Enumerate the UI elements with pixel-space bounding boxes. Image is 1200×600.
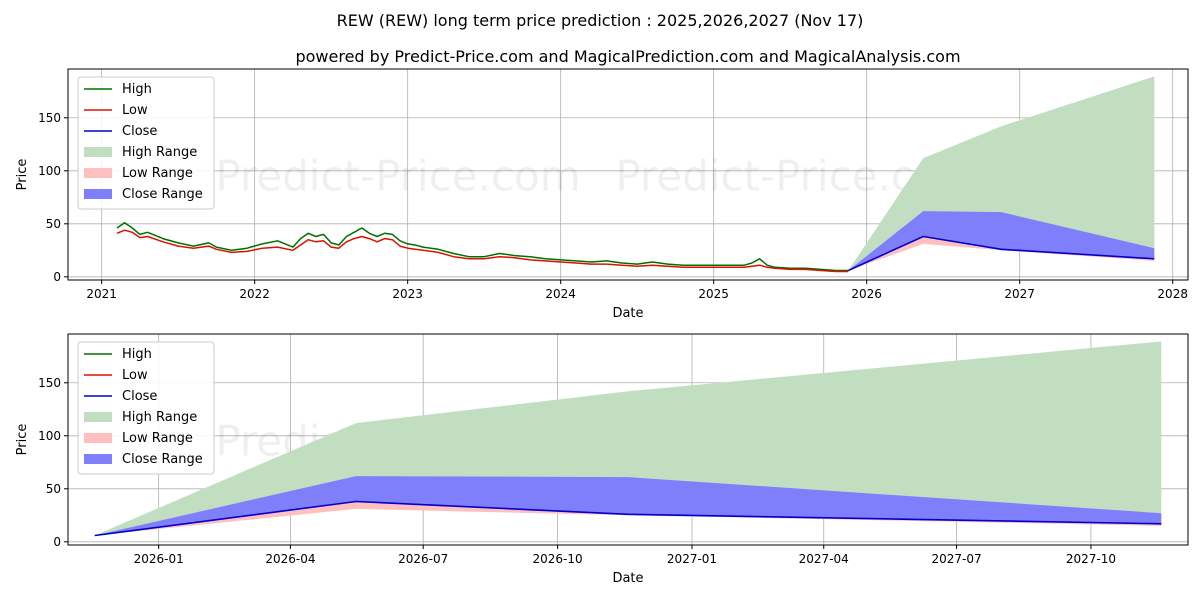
y-tick-label: 50 bbox=[46, 217, 61, 231]
y-axis-label: Price bbox=[15, 159, 30, 191]
legend-swatch-patch bbox=[84, 147, 112, 157]
x-tick-label: 2021 bbox=[86, 287, 117, 301]
close-range-band bbox=[848, 211, 1155, 271]
x-tick-label: 2027 bbox=[1004, 287, 1035, 301]
legend-label: Low bbox=[122, 103, 148, 118]
x-tick-label: 2027-10 bbox=[1066, 552, 1116, 566]
y-tick-label: 100 bbox=[38, 164, 61, 178]
legend-swatch-patch bbox=[84, 189, 112, 199]
chart-subtitle: powered by Predict-Price.com and Magical… bbox=[295, 47, 960, 66]
y-tick-label: 0 bbox=[53, 270, 61, 284]
y-tick-label: 150 bbox=[38, 111, 61, 125]
history-low-line bbox=[116, 229, 849, 273]
legend-label: Low bbox=[122, 368, 148, 383]
legend-swatch-patch bbox=[84, 454, 112, 464]
chart-panel-forecast-zoom: Predict-Price.comPredict-Price.com2026-0… bbox=[15, 333, 1189, 586]
legend-label: Close bbox=[122, 389, 157, 404]
x-tick-label: 2026-07 bbox=[398, 552, 448, 566]
plot-frame bbox=[67, 68, 1189, 281]
y-axis-label: Price bbox=[15, 424, 30, 456]
legend-label: Close Range bbox=[122, 187, 203, 202]
x-tick-label: 2022 bbox=[239, 287, 270, 301]
y-tick-label: 100 bbox=[38, 429, 61, 443]
legend-label: Close bbox=[122, 124, 157, 139]
x-tick-label: 2024 bbox=[545, 287, 576, 301]
forecast-close-line bbox=[847, 235, 1155, 272]
watermark-text: Predict-Price.com bbox=[215, 152, 580, 201]
legend-swatch-patch bbox=[84, 168, 112, 178]
forecast-close-line bbox=[94, 500, 1162, 537]
legend-label: High Range bbox=[122, 410, 197, 425]
legend-swatch-patch bbox=[84, 433, 112, 443]
x-tick-label: 2027-01 bbox=[667, 552, 717, 566]
x-axis-label: Date bbox=[612, 571, 643, 586]
x-tick-label: 2025 bbox=[698, 287, 729, 301]
legend-label: High bbox=[122, 82, 152, 97]
plot-frame bbox=[67, 333, 1189, 546]
legend-label: High bbox=[122, 347, 152, 362]
x-tick-label: 2027-04 bbox=[799, 552, 849, 566]
x-tick-label: 2028 bbox=[1157, 287, 1188, 301]
x-tick-label: 2026-10 bbox=[533, 552, 583, 566]
x-tick-label: 2026-01 bbox=[134, 552, 184, 566]
legend-label: High Range bbox=[122, 145, 197, 160]
x-tick-label: 2027-07 bbox=[931, 552, 981, 566]
legend-label: Low Range bbox=[122, 431, 193, 446]
y-tick-label: 0 bbox=[53, 535, 61, 549]
legend-swatch-patch bbox=[84, 412, 112, 422]
y-tick-label: 50 bbox=[46, 482, 61, 496]
x-tick-label: 2026 bbox=[851, 287, 882, 301]
x-tick-label: 2023 bbox=[392, 287, 423, 301]
x-tick-label: 2026-04 bbox=[265, 552, 315, 566]
history-high-line bbox=[116, 221, 849, 272]
close-range-band bbox=[94, 476, 1162, 536]
x-axis-label: Date bbox=[612, 306, 643, 321]
legend-label: Close Range bbox=[122, 452, 203, 467]
y-tick-label: 150 bbox=[38, 376, 61, 390]
legend-label: Low Range bbox=[122, 166, 193, 181]
chart-title: REW (REW) long term price prediction : 2… bbox=[337, 11, 864, 30]
